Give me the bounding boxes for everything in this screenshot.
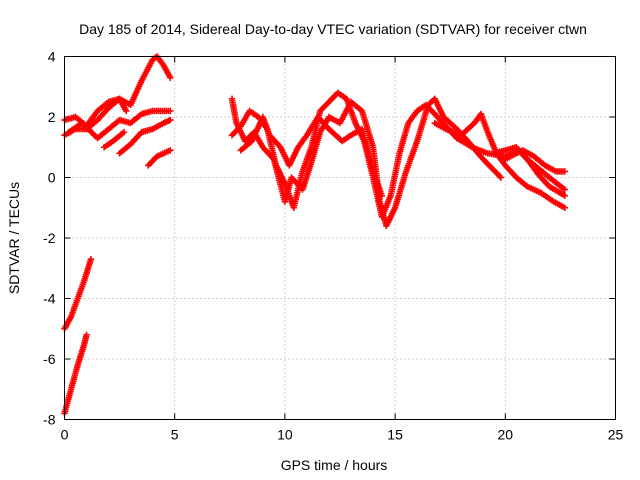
data-point [167,116,174,124]
y-tick-label: 0 [48,170,56,186]
series-prn-l [431,110,569,211]
x-tick-label: 0 [61,427,69,443]
data-point [167,74,174,81]
y-tick-label: -8 [43,412,56,428]
x-tick-label: 5 [171,427,179,443]
y-axis-label: SDTVAR / TECUs [6,182,22,294]
data-point [83,331,90,338]
axis-layer: 0 5 10 15 20 25 -8 -6 -4 -2 0 2 4 [43,49,623,443]
data-point [120,128,128,136]
x-tick-label: 25 [608,427,624,443]
x-tick-label: 10 [277,427,293,443]
data-point [561,204,569,211]
series-prn-f [145,147,174,169]
data-point [123,107,130,115]
data-point [167,107,174,115]
data-point [561,186,569,193]
y-tick-label: -4 [43,291,56,307]
series-prn-d [116,116,174,157]
series-prn-e [100,128,128,151]
series-prn-n [502,147,569,175]
series-prn-m [491,144,569,199]
series-prn-k [237,113,386,199]
data-point [497,174,505,181]
data-point [561,168,569,175]
x-tick-label: 15 [387,427,403,443]
plot-frame [64,56,616,420]
y-tick-label: 4 [48,49,56,65]
y-tick-label: -6 [43,351,56,367]
chart-title: Day 185 of 2014, Sidereal Day-to-day VTE… [79,21,587,37]
data-point [561,192,569,199]
data-point [378,192,386,199]
y-tick-label: -2 [43,230,56,246]
data-point [87,255,95,263]
x-axis-label: GPS time / hours [281,457,388,473]
y-tick-label: 2 [48,109,56,125]
data-point [167,147,174,154]
series-prn-c [65,107,174,142]
x-tick-label: 20 [498,427,514,443]
grid-layer [64,56,616,420]
